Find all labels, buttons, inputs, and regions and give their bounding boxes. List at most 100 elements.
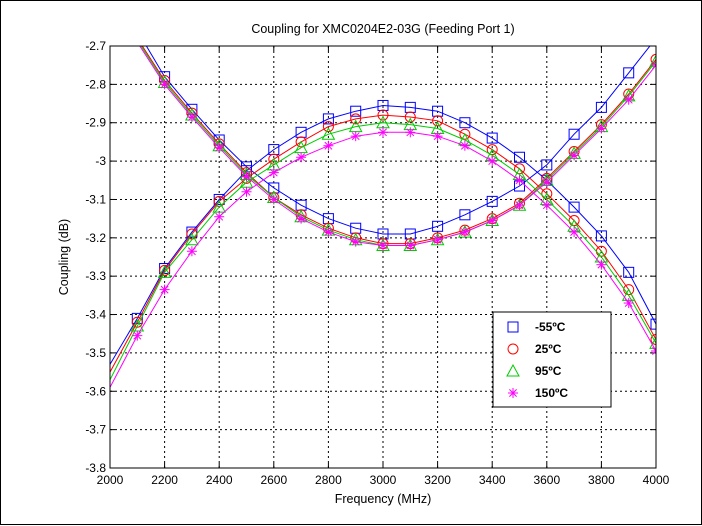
data-point-3-0 (214, 142, 225, 153)
x-tick-label: 2600 (260, 473, 287, 487)
data-point-3-0 (487, 215, 498, 226)
data-point-3-0 (541, 177, 552, 188)
data-point-3-1-stroke (433, 132, 442, 141)
data-point-0-0 (541, 159, 553, 171)
data-point-3-1 (459, 140, 470, 151)
data-point-3-1-stroke (297, 153, 306, 162)
y-tick-label: -3.1 (85, 192, 106, 206)
data-point-3-0-stroke (624, 95, 633, 104)
data-point-0-1 (486, 132, 498, 144)
data-point-1-1 (131, 316, 143, 328)
data-point-3-1 (487, 156, 498, 167)
data-point-0-1 (131, 312, 143, 324)
data-point-1-1 (486, 144, 498, 156)
x-tick-label: 2000 (97, 473, 124, 487)
data-point-3-1 (350, 131, 361, 142)
legend-marker-3 (508, 388, 518, 398)
data-point-3-1-stroke (488, 157, 497, 166)
data-point-1-0 (650, 53, 656, 65)
data-point-0-1 (650, 318, 656, 330)
legend-marker-0 (507, 321, 519, 333)
data-point-1-1 (541, 188, 553, 200)
data-point-1-1 (514, 163, 525, 175)
legend-marker-1 (507, 343, 519, 355)
data-point-3-0 (159, 79, 170, 90)
data-point-0-0 (568, 128, 580, 140)
x-axis-label: Frequency (MHz) (335, 492, 432, 506)
data-point-3-1 (569, 227, 580, 238)
data-point-1-1 (404, 111, 416, 123)
data-point-3-1-stroke (160, 285, 169, 294)
series-line-0-0 (145, 46, 651, 235)
data-point-3-1-stroke (624, 299, 633, 307)
series-line-1-1 (110, 114, 656, 373)
y-tick-label: -3.2 (85, 231, 106, 245)
data-point-2-1 (185, 232, 199, 246)
data-point-0-1 (350, 105, 362, 117)
data-point-3-1 (241, 186, 252, 197)
data-point-3-1-stroke (542, 201, 551, 210)
data-point-3-1-stroke (187, 247, 196, 256)
legend-marker-2 (506, 363, 520, 377)
x-tick-label: 3000 (370, 473, 397, 487)
data-point-2-0 (649, 54, 656, 67)
data-point-0-1 (322, 113, 334, 125)
data-point-3-0-stroke (215, 143, 224, 152)
data-point-3-0 (651, 60, 656, 71)
legend-label-3: 150ºC (535, 386, 568, 400)
data-point-3-0-stroke (433, 235, 442, 244)
x-tick-label: 2200 (151, 473, 178, 487)
data-point-1-1 (459, 128, 471, 140)
data-point-3-1-stroke (242, 187, 251, 196)
data-point-0-0 (432, 220, 444, 232)
data-point-3-0-stroke (542, 178, 551, 187)
data-point-3-0-stroke (570, 151, 579, 160)
data-point-3-1 (214, 211, 225, 222)
data-point-3-1-stroke (215, 212, 224, 221)
data-point-3-1-stroke (515, 176, 524, 185)
data-point-3-0-stroke (160, 80, 169, 89)
data-point-3-1-stroke (379, 128, 387, 137)
data-point-1-1 (377, 109, 389, 121)
y-tick-label: -3.5 (85, 346, 106, 360)
data-point-3-0-stroke (515, 201, 524, 210)
axes-box (109, 45, 657, 469)
data-point-3-1 (541, 200, 552, 211)
data-point-3-0-stroke (242, 172, 251, 181)
data-point-3-0 (569, 150, 580, 161)
data-point-3-1 (378, 127, 388, 138)
data-point-3-0-stroke (379, 241, 387, 250)
data-point-3-0 (405, 240, 416, 251)
data-point-3-0 (432, 234, 443, 245)
series-line-0-1 (110, 104, 656, 365)
data-point-3-0-stroke (324, 228, 333, 237)
data-point-3-0-stroke (652, 61, 656, 66)
data-point-3-0-stroke (652, 64, 656, 70)
data-point-3-1 (432, 131, 443, 142)
y-tick-label: -3.3 (85, 269, 106, 283)
x-tick-label: 3400 (479, 473, 506, 487)
x-tick-label: 2400 (206, 473, 233, 487)
data-point-3-0 (514, 200, 525, 211)
data-point-0-0 (595, 101, 607, 113)
data-point-2-1 (321, 127, 336, 140)
data-point-3-0-stroke (187, 113, 196, 121)
y-tick-label: -2.7 (85, 39, 106, 53)
data-point-3-1 (405, 127, 416, 138)
data-point-1-1 (322, 121, 334, 133)
x-tick-label: 4000 (643, 473, 670, 487)
data-point-3-0-stroke (351, 237, 360, 246)
data-point-3-0 (268, 194, 279, 205)
data-point-2-1 (157, 265, 172, 278)
y-tick-label: -3.7 (85, 423, 106, 437)
y-tick-label: -3.4 (85, 308, 106, 322)
legend-label-2: 95ºC (535, 364, 562, 378)
data-point-1-1 (268, 153, 280, 165)
data-point-0-1 (514, 151, 525, 163)
data-point-3-1 (186, 246, 197, 257)
data-point-3-0 (378, 240, 388, 251)
data-point-0-1 (459, 117, 471, 129)
data-point-3-1 (323, 140, 334, 151)
